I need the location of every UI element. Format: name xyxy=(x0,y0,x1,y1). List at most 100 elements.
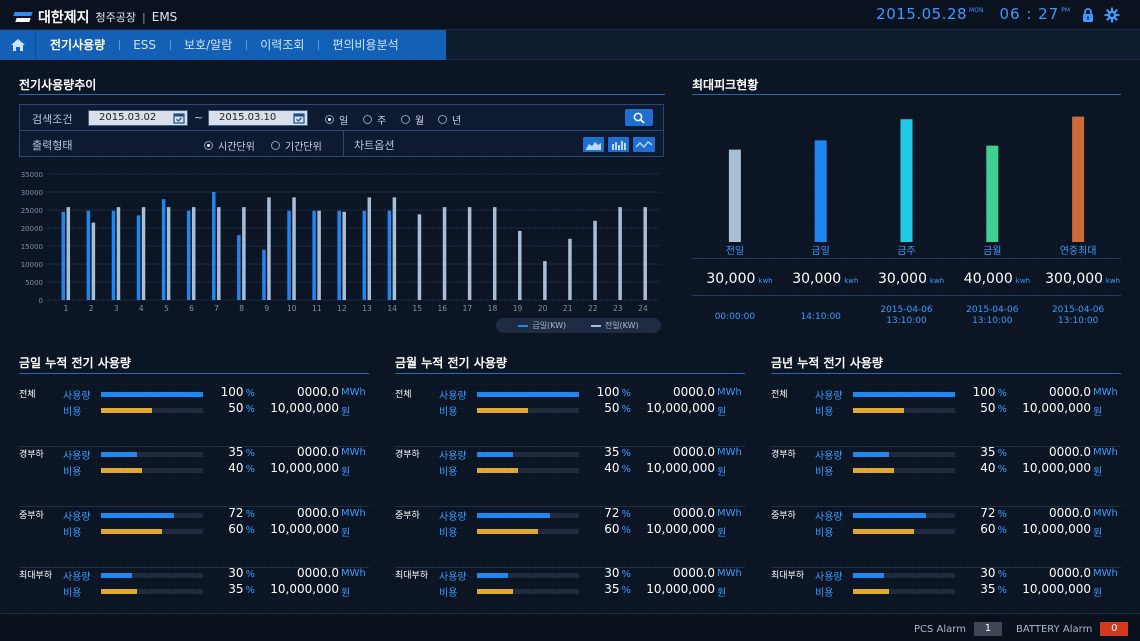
search-label: 검색조건 xyxy=(32,113,73,126)
divider xyxy=(343,131,344,157)
legend-swatch xyxy=(590,324,601,327)
peak-bar xyxy=(900,119,913,242)
calendar-icon[interactable] xyxy=(293,112,305,124)
percent-unit: % xyxy=(621,448,631,459)
radio-dot xyxy=(325,115,334,124)
cost-bar xyxy=(477,589,579,594)
calendar-icon[interactable] xyxy=(173,112,185,124)
cost-bar xyxy=(101,529,203,534)
peak-unit: kwh xyxy=(930,277,944,285)
y-tick-label: 10000 xyxy=(21,261,43,269)
bar-yesterday xyxy=(267,197,271,300)
period-radio-year[interactable]: 년 xyxy=(438,112,461,127)
peak-title: 최대피크현황 xyxy=(692,78,759,92)
nav-item-cost-analysis[interactable]: 편의비용분석 xyxy=(318,30,412,60)
bar-yesterday xyxy=(593,220,597,300)
app-name: EMS xyxy=(151,10,178,24)
group-label: 최대부하 xyxy=(771,571,805,581)
group-label: 최대부하 xyxy=(395,571,429,581)
usage-bar-fill xyxy=(101,573,132,578)
nav-item-ess[interactable]: ESS xyxy=(119,30,170,60)
top-bar: 대한제지 청주공장 | EMS 2015.05.28 MON 06 : 27 P… xyxy=(0,0,1140,30)
usage-bar xyxy=(101,513,203,518)
percent-unit: % xyxy=(245,388,255,399)
legend-swatch xyxy=(518,324,529,327)
group-label: 경부하 xyxy=(771,450,796,460)
cost-unit: 원 xyxy=(717,407,727,418)
x-tick-label: 18 xyxy=(488,304,498,313)
cost-unit: 원 xyxy=(1093,588,1103,599)
pcs-alarm[interactable]: PCS Alarm 1 xyxy=(914,622,1002,636)
usage-bar-fill xyxy=(101,452,137,457)
bar-chart-button[interactable] xyxy=(608,137,629,152)
peak-unit: kwh xyxy=(844,277,858,285)
usage-amount: 0000.0 xyxy=(673,506,715,520)
cost-amount: 10,000,000 xyxy=(646,461,715,475)
line-chart-button[interactable] xyxy=(633,137,655,152)
cost-percent: 35% xyxy=(585,582,631,596)
output-radio-hourly[interactable]: 시간단위 xyxy=(204,138,255,153)
date-from-input[interactable]: 2015.03.02 xyxy=(88,110,188,126)
row-divider xyxy=(19,506,369,507)
x-tick-label: 15 xyxy=(412,304,422,313)
lock-icon[interactable] xyxy=(1080,7,1096,23)
cost-bar-fill xyxy=(101,408,152,413)
peak-value: 30,000 xyxy=(878,271,927,287)
cost-bar-fill xyxy=(853,408,904,413)
usage-percent-value: 30 xyxy=(228,566,244,580)
usage-percent: 72% xyxy=(961,506,1007,520)
peak-divider xyxy=(692,295,1121,296)
usage-bar-fill xyxy=(853,573,884,578)
cost-percent-value: 35 xyxy=(980,582,996,596)
home-button[interactable] xyxy=(0,30,36,60)
output-radio-period[interactable]: 기간단위 xyxy=(271,138,322,153)
cost-percent-value: 40 xyxy=(228,461,244,475)
battery-alarm-label: BATTERY Alarm xyxy=(1016,623,1093,635)
trend-title: 전기사용량추이 xyxy=(19,78,97,92)
percent-unit: % xyxy=(245,448,255,459)
gear-icon[interactable] xyxy=(1104,7,1120,23)
period-radio-day[interactable]: 일 xyxy=(325,112,348,127)
usage-amount: 0000.0 xyxy=(1049,445,1091,459)
nav-item-electricity[interactable]: 전기사용량 xyxy=(50,38,106,52)
period-radio-month[interactable]: 월 xyxy=(401,112,424,127)
usage-unit: MWh xyxy=(717,387,742,398)
usage-group-off-peak: 경부하 사용량 비용 35% 40% 0000.0 MWh 10,000,000 원 xyxy=(395,445,745,507)
area-chart-icon xyxy=(586,141,601,150)
bar-yesterday xyxy=(467,207,472,300)
row-divider xyxy=(395,446,745,447)
cost-amount: 10,000,000 xyxy=(270,582,339,596)
x-tick-label: 3 xyxy=(114,304,119,313)
bar-today xyxy=(61,211,66,300)
y-tick-label: 15000 xyxy=(21,243,43,251)
peak-name: 금월 xyxy=(983,245,1001,257)
current-time: 06 : 27 xyxy=(999,5,1060,23)
usage-group-peak: 최대부하 사용량 비용 30% 35% 0000.0 MWh 10,000,000 원 xyxy=(771,566,1121,628)
period-radio-week[interactable]: 주 xyxy=(363,112,386,127)
radio-dot xyxy=(204,141,213,150)
output-label: 출력형태 xyxy=(32,139,73,152)
usage-percent-value: 100 xyxy=(220,385,244,399)
nav-item-history[interactable]: 이력조회 xyxy=(246,30,318,60)
usage-amount: 0000.0 xyxy=(1049,385,1091,399)
cost-bar xyxy=(853,529,955,534)
peak-name: 금일 xyxy=(811,245,829,257)
usage-percent: 100% xyxy=(585,385,631,399)
peak-bar xyxy=(986,145,999,242)
usage-label: 사용량 xyxy=(815,391,843,402)
search-button[interactable] xyxy=(625,109,653,126)
bar-yesterday xyxy=(242,207,246,300)
cost-amount: 10,000,000 xyxy=(1022,582,1091,596)
peak-time: 13:10:00 xyxy=(886,316,927,326)
nav-item-protection-alarm[interactable]: 보호/알람 xyxy=(170,30,246,60)
area-chart-button[interactable] xyxy=(583,137,604,152)
x-tick-label: 20 xyxy=(538,304,548,313)
usage-label: 사용량 xyxy=(63,391,91,402)
percent-unit: % xyxy=(621,404,631,415)
radio-dot xyxy=(271,141,280,150)
usage-amount: 0000.0 xyxy=(297,445,339,459)
date-to-input[interactable]: 2015.03.10 xyxy=(208,110,308,126)
usage-label: 사용량 xyxy=(439,391,467,402)
battery-alarm[interactable]: BATTERY Alarm 0 xyxy=(1016,622,1129,636)
cost-percent-value: 35 xyxy=(228,582,244,596)
